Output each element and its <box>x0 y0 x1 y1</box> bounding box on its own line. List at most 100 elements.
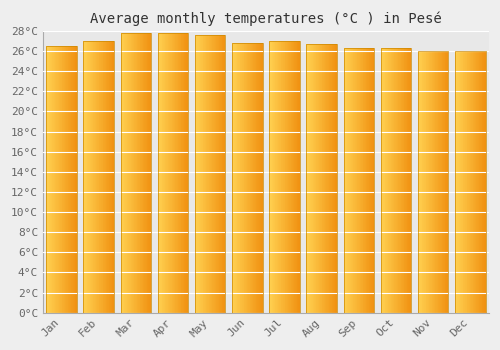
Bar <box>54 46 56 313</box>
Bar <box>142 33 144 313</box>
Bar <box>135 33 136 313</box>
Bar <box>251 43 252 313</box>
Bar <box>177 33 178 313</box>
Bar <box>430 51 431 313</box>
Bar <box>481 51 482 313</box>
Bar <box>161 33 162 313</box>
Bar <box>438 51 439 313</box>
Bar <box>72 46 73 313</box>
Bar <box>420 51 421 313</box>
Bar <box>112 41 113 313</box>
Bar <box>145 33 146 313</box>
Bar <box>459 51 460 313</box>
Bar <box>398 48 399 313</box>
Bar <box>402 48 403 313</box>
Bar <box>178 33 179 313</box>
Bar <box>212 35 213 313</box>
Bar <box>384 48 386 313</box>
Bar <box>133 33 134 313</box>
Bar <box>359 48 360 313</box>
Bar <box>211 35 212 313</box>
Bar <box>128 33 129 313</box>
Bar <box>48 46 50 313</box>
Bar <box>90 41 91 313</box>
Bar <box>234 43 235 313</box>
Bar <box>390 48 392 313</box>
Bar <box>308 44 310 313</box>
Bar <box>197 35 198 313</box>
Bar <box>105 41 106 313</box>
Bar <box>352 48 354 313</box>
Bar <box>88 41 89 313</box>
Bar <box>326 44 327 313</box>
Bar <box>123 33 124 313</box>
Bar <box>73 46 74 313</box>
Bar <box>113 41 114 313</box>
Bar <box>470 51 471 313</box>
Bar <box>333 44 334 313</box>
Bar <box>276 41 277 313</box>
Bar <box>296 41 298 313</box>
Bar <box>371 48 372 313</box>
Bar <box>474 51 475 313</box>
Bar <box>160 33 161 313</box>
Bar <box>475 51 476 313</box>
Bar <box>311 44 312 313</box>
Bar <box>58 46 59 313</box>
Bar <box>443 51 444 313</box>
Bar <box>455 51 456 313</box>
Bar <box>210 35 211 313</box>
Bar <box>314 44 315 313</box>
Bar <box>365 48 366 313</box>
Bar <box>260 43 261 313</box>
Bar <box>466 51 468 313</box>
Bar <box>110 41 111 313</box>
Bar <box>336 44 337 313</box>
Bar <box>270 41 271 313</box>
Bar <box>355 48 356 313</box>
Bar <box>286 41 287 313</box>
Bar <box>320 44 321 313</box>
Bar <box>425 51 426 313</box>
Bar <box>57 46 58 313</box>
Bar <box>351 48 352 313</box>
Bar <box>310 44 311 313</box>
Bar <box>410 48 411 313</box>
Bar <box>167 33 168 313</box>
Bar <box>138 33 139 313</box>
Bar <box>427 51 428 313</box>
Bar <box>170 33 172 313</box>
Bar <box>288 41 289 313</box>
Bar <box>446 51 447 313</box>
Bar <box>403 48 404 313</box>
Bar <box>327 44 328 313</box>
Bar <box>317 44 318 313</box>
Bar <box>344 48 374 313</box>
Bar <box>224 35 226 313</box>
Bar <box>168 33 169 313</box>
Bar <box>252 43 254 313</box>
Bar <box>223 35 224 313</box>
Bar <box>89 41 90 313</box>
Bar <box>218 35 220 313</box>
Bar <box>484 51 485 313</box>
Bar <box>61 46 62 313</box>
Bar <box>323 44 324 313</box>
Bar <box>169 33 170 313</box>
Bar <box>287 41 288 313</box>
Bar <box>271 41 272 313</box>
Bar <box>256 43 258 313</box>
Bar <box>213 35 214 313</box>
Bar <box>399 48 400 313</box>
Bar <box>295 41 296 313</box>
Bar <box>439 51 440 313</box>
Bar <box>441 51 442 313</box>
Bar <box>469 51 470 313</box>
Bar <box>91 41 92 313</box>
Bar <box>388 48 389 313</box>
Bar <box>468 51 469 313</box>
Bar <box>180 33 182 313</box>
Bar <box>348 48 349 313</box>
Bar <box>52 46 53 313</box>
Bar <box>356 48 358 313</box>
